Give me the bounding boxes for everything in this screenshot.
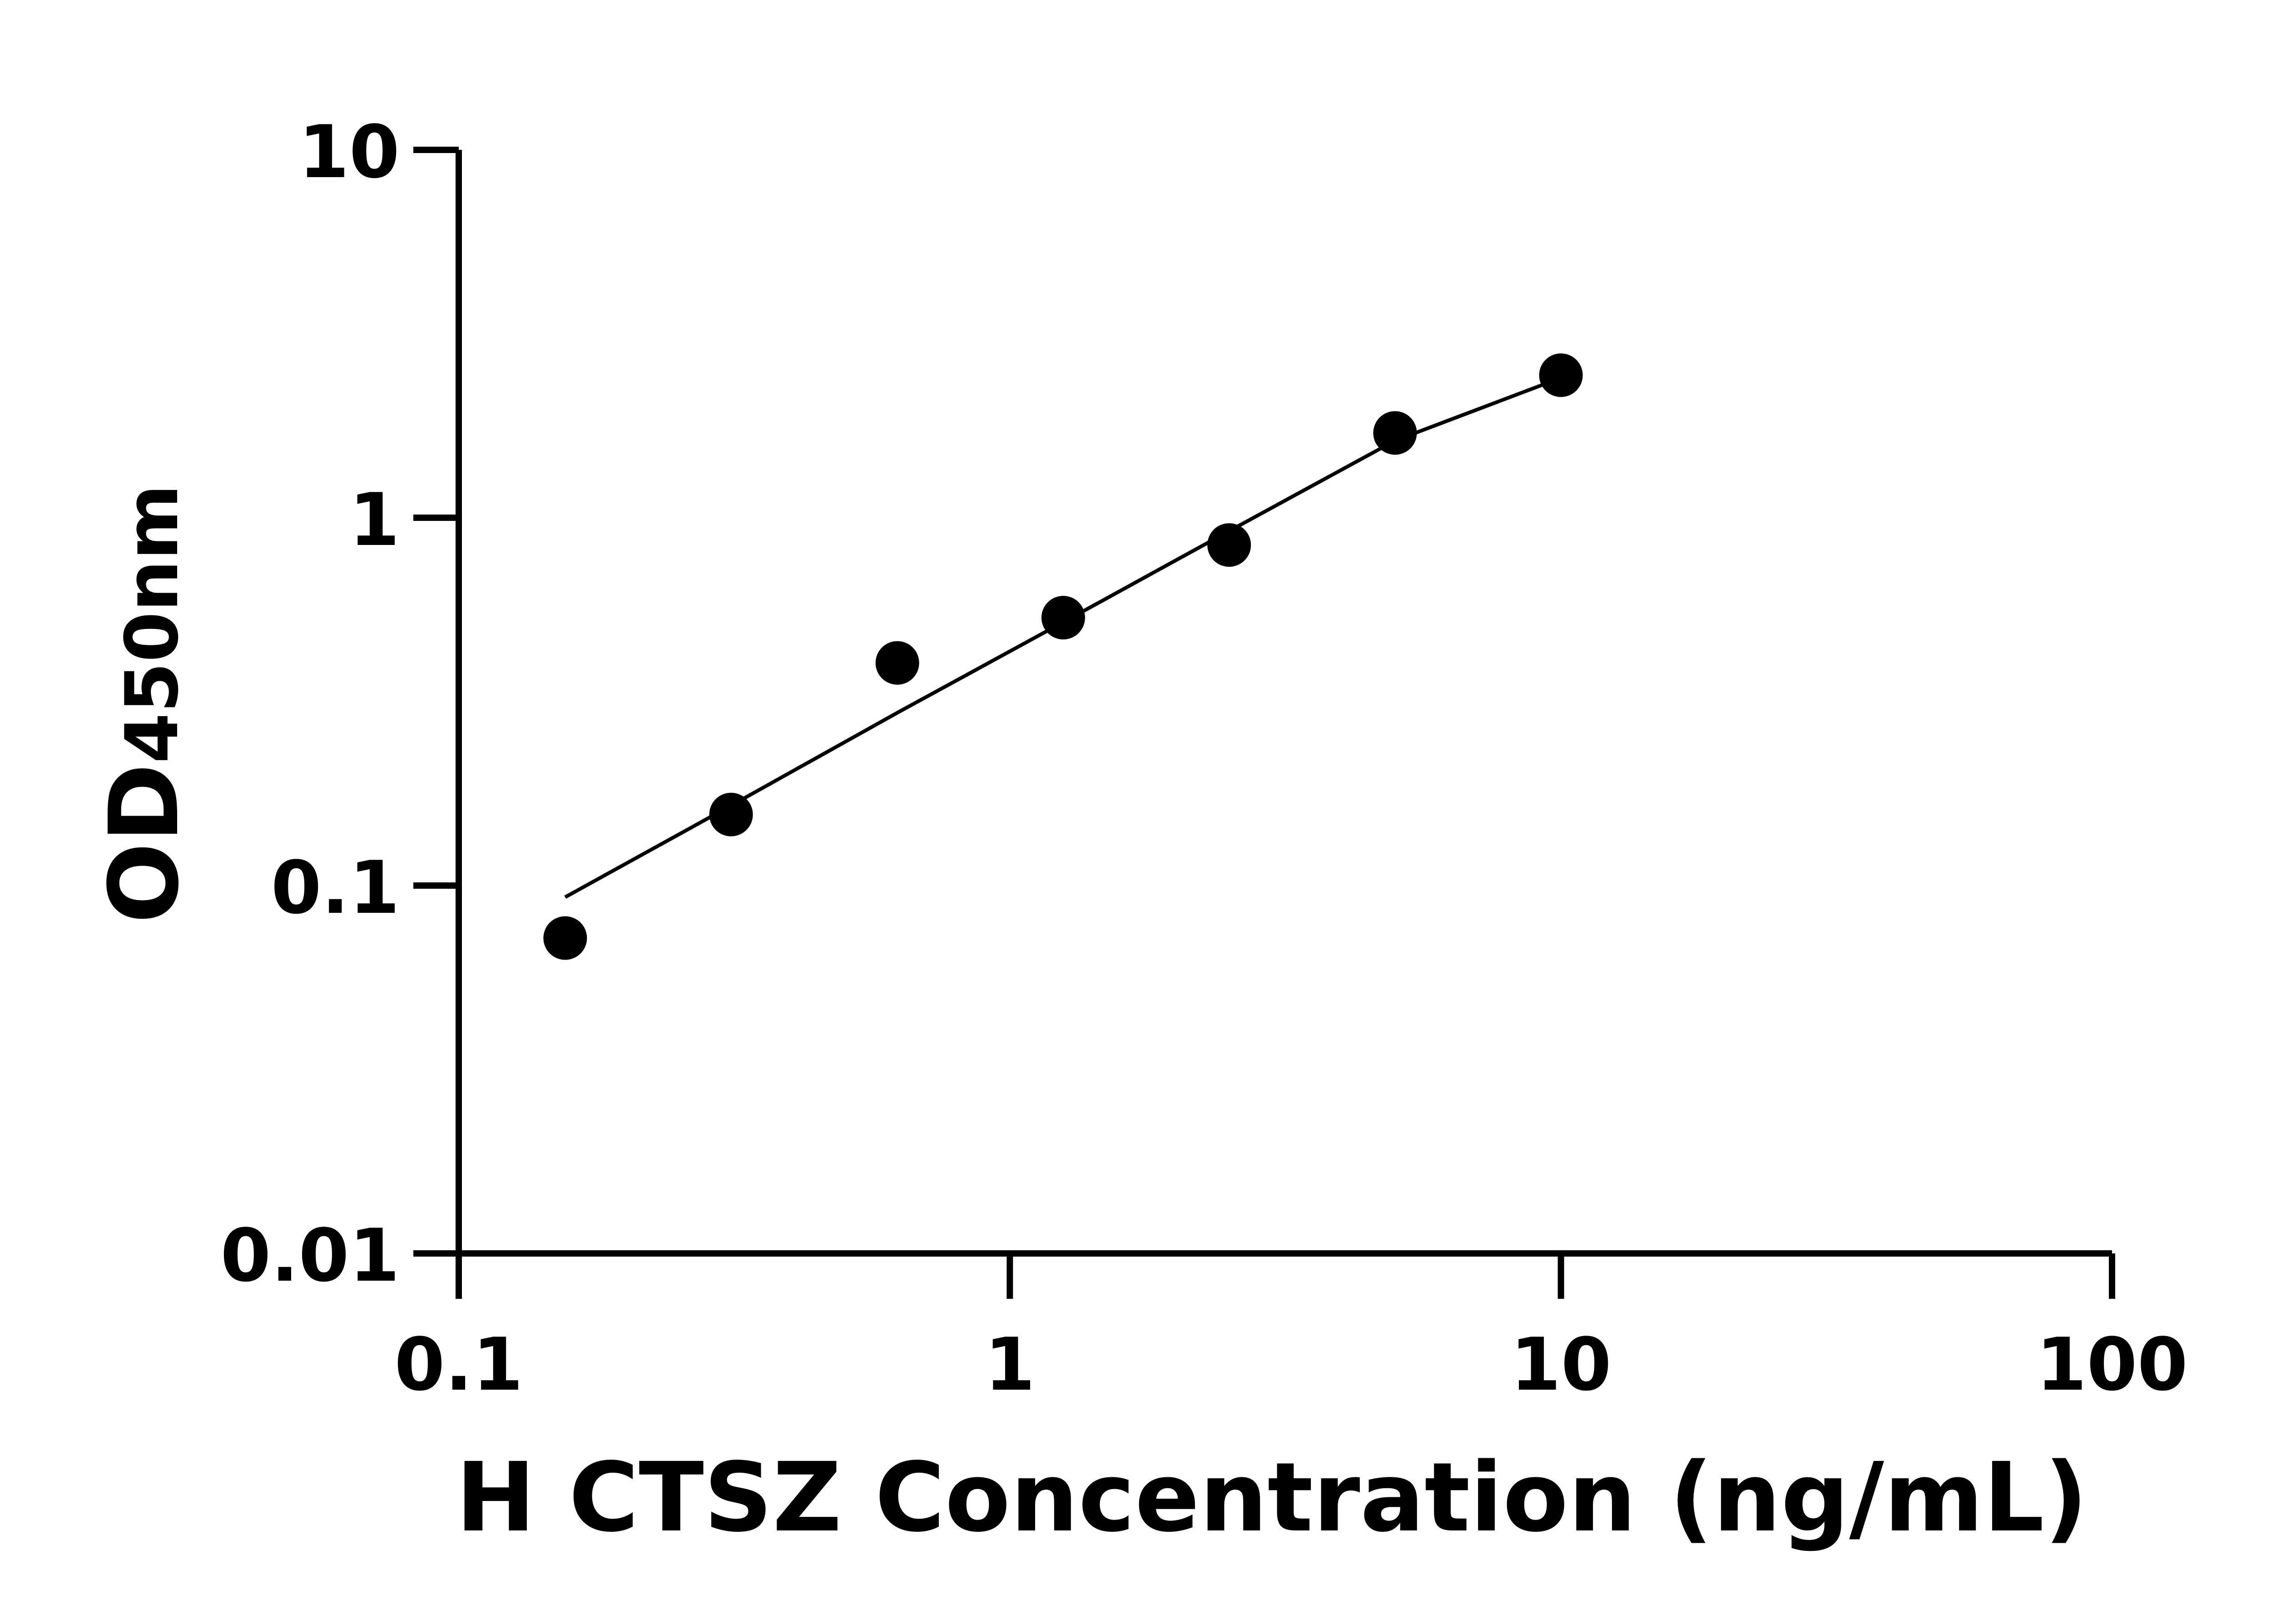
y-tick-label: 10 [298, 109, 400, 194]
x-tick-label: 100 [2036, 1322, 2188, 1407]
data-point [1373, 411, 1417, 455]
data-point [543, 916, 587, 960]
x-tick-label: 0.1 [394, 1322, 523, 1407]
x-axis-label: H CTSZ Concentration (ng/mL) [456, 1442, 2088, 1553]
y-tick-label: 1 [349, 477, 400, 562]
y-axis-label-main: OD [89, 763, 200, 924]
data-point [875, 641, 919, 685]
y-axis-label: OD450nm [89, 484, 200, 923]
data-point [709, 792, 753, 837]
y-axis-label-sub: 450nm [109, 484, 194, 763]
data-point [1041, 596, 1085, 640]
y-tick-label: 0.01 [220, 1213, 400, 1298]
x-tick-label: 10 [1510, 1322, 1612, 1407]
axes: 0.1 1 10 100 0.01 0.1 1 10 [220, 109, 2188, 1407]
x-tick-label: 1 [985, 1322, 1035, 1407]
data-point [1207, 523, 1251, 567]
data-points [543, 353, 1583, 960]
data-point [1539, 353, 1583, 397]
y-tick-label: 0.1 [271, 845, 400, 930]
